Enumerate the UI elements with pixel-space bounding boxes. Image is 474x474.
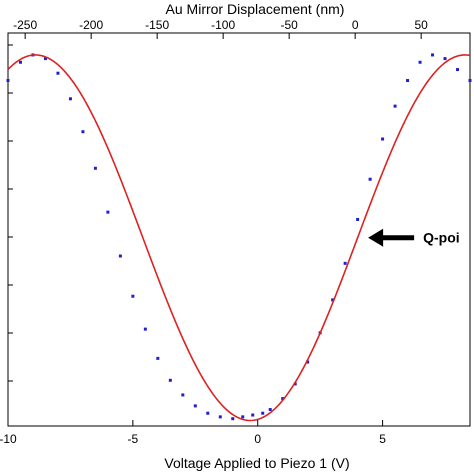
x2-tick-label: -100	[211, 18, 235, 32]
data-point	[343, 261, 347, 265]
x2-tick-label: 50	[414, 18, 428, 32]
data-point	[106, 210, 110, 214]
plot-area	[6, 32, 472, 427]
fit-curve	[7, 54, 471, 422]
x2-tick-label: 0	[352, 18, 359, 32]
x-axis-bottom: -10 -5 0 5	[0, 420, 386, 446]
plot-frame	[7, 32, 471, 427]
annotation-arrow-head	[368, 228, 384, 247]
x-axis-title: Voltage Applied to Piezo 1 (V)	[164, 455, 349, 471]
x-tick-label: -5	[128, 432, 139, 446]
annotation-text: Q-poi	[423, 230, 460, 246]
x-tick-label: -10	[0, 432, 17, 446]
x2-tick-label: -250	[13, 18, 37, 32]
data-point	[218, 415, 222, 419]
data-point	[56, 71, 60, 75]
data-point	[431, 53, 435, 57]
data-point	[143, 327, 147, 331]
data-point	[251, 413, 255, 417]
data-point	[168, 378, 172, 382]
data-point	[156, 356, 160, 360]
data-point	[443, 57, 447, 61]
data-point	[131, 294, 135, 298]
data-point	[393, 104, 397, 108]
data-point	[118, 254, 122, 258]
x-tick-label: 5	[379, 432, 386, 446]
data-point	[306, 360, 310, 364]
data-point	[206, 411, 210, 415]
data-point	[193, 404, 197, 408]
data-point	[418, 60, 422, 64]
data-point	[381, 137, 385, 141]
data-point	[281, 397, 285, 401]
x-axis-top: -250 -200 -150 -100 -50 0 50	[13, 18, 428, 39]
x2-tick-label: -50	[280, 18, 298, 32]
top-axis-title: Au Mirror Displacement (nm)	[166, 1, 345, 17]
data-point	[406, 79, 410, 83]
data-point	[68, 97, 72, 101]
data-point	[241, 415, 245, 419]
q-point-annotation: Q-poi	[368, 228, 460, 247]
data-point	[181, 393, 185, 397]
data-point	[468, 79, 472, 83]
data-point	[293, 382, 297, 386]
data-point	[43, 57, 47, 61]
data-point	[268, 408, 272, 412]
x2-tick-label: -200	[79, 18, 103, 32]
x2-tick-label: -150	[145, 18, 169, 32]
data-point	[93, 166, 97, 170]
data-point	[81, 130, 85, 134]
data-point	[18, 60, 22, 64]
data-point	[356, 217, 360, 221]
data-point	[456, 68, 460, 72]
data-point	[6, 79, 10, 83]
data-point	[231, 417, 235, 421]
data-point	[331, 298, 335, 302]
data-point	[368, 177, 372, 181]
x-tick-label: 0	[254, 432, 261, 446]
data-point	[261, 411, 265, 415]
